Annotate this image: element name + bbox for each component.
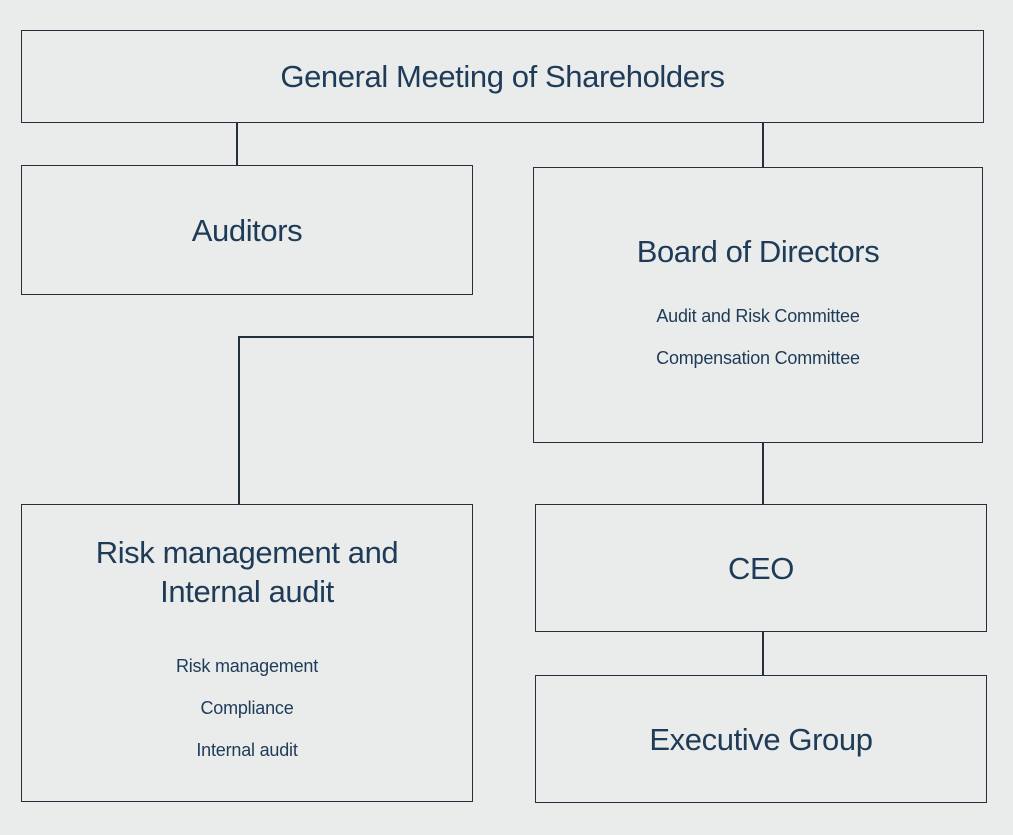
general-meeting-title: General Meeting of Shareholders [280, 59, 725, 94]
connector-board-to-risk-horizontal [238, 336, 534, 338]
node-ceo: CEO [535, 504, 987, 632]
connector-general-meeting-to-auditors [236, 123, 238, 166]
connector-ceo-to-executive-group [762, 631, 764, 676]
risk-subitem-compliance: Compliance [200, 698, 294, 718]
node-auditors: Auditors [21, 165, 473, 295]
board-subitem-compensation-committee: Compensation Committee [656, 348, 860, 368]
ceo-title: CEO [728, 550, 794, 586]
auditors-title: Auditors [191, 212, 303, 248]
connector-board-to-risk-vertical [238, 336, 240, 505]
risk-title: Risk management and Internal audit [95, 535, 399, 609]
node-risk-management-and-internal-audit: Risk management and Internal audit Risk … [21, 504, 473, 802]
board-subitem-audit-and-risk-committee: Audit and Risk Committee [656, 306, 860, 326]
board-title: Board of Directors [636, 234, 880, 269]
risk-subitem-internal-audit: Internal audit [196, 740, 298, 760]
node-executive-group: Executive Group [535, 675, 987, 803]
risk-subitem-risk-management: Risk management [175, 656, 319, 676]
connector-general-meeting-to-board [762, 123, 764, 168]
executive-group-title: Executive Group [649, 721, 873, 757]
connector-board-to-ceo [762, 442, 764, 505]
node-general-meeting-of-shareholders: General Meeting of Shareholders [21, 30, 984, 123]
node-board-of-directors: Board of Directors Audit and Risk Commit… [533, 167, 983, 443]
